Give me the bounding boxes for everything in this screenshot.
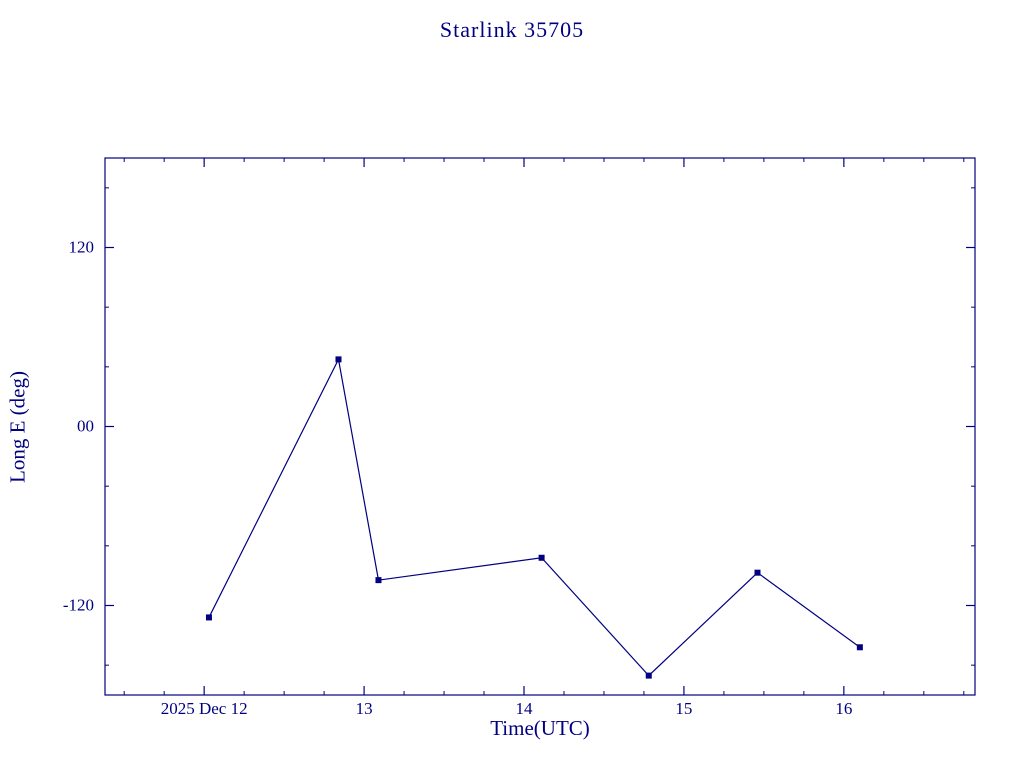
x-axis-tick-labels: 2025 Dec 12 13 14 15 16	[161, 699, 853, 718]
svg-text:00: 00	[77, 417, 94, 436]
y-axis-label: Long E (deg)	[5, 371, 30, 483]
svg-text:15: 15	[675, 699, 692, 718]
x-axis-ticks	[203, 158, 845, 695]
data-point-markers	[205, 356, 863, 679]
chart-title: Starlink 35705	[439, 17, 585, 42]
svg-text:16: 16	[835, 699, 852, 718]
y-axis-ticks	[105, 246, 975, 607]
svg-text:13: 13	[356, 699, 373, 718]
minor-ticks	[105, 158, 975, 695]
svg-text:120: 120	[69, 238, 95, 257]
y-axis-tick-labels: 120 00 -120	[63, 238, 94, 615]
x-axis-label: Time(UTC)	[490, 716, 590, 740]
svg-text:14: 14	[516, 699, 534, 718]
svg-text:2025 Dec 12: 2025 Dec 12	[161, 699, 248, 718]
data-line	[208, 357, 861, 677]
svg-text:-120: -120	[63, 596, 94, 615]
plot-frame	[104, 157, 976, 696]
